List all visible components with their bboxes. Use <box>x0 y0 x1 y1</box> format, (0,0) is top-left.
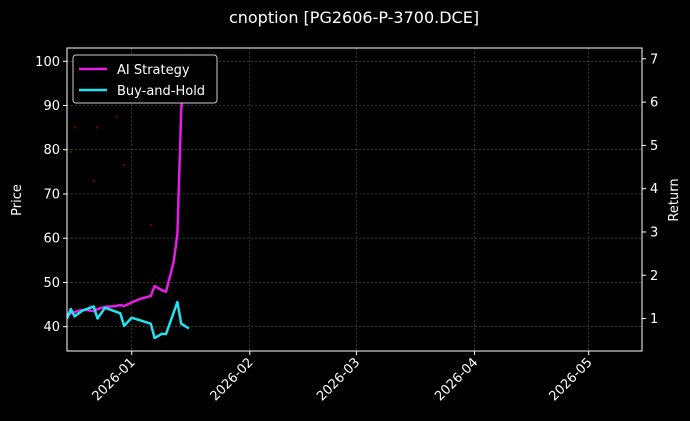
legend: AI Strategy Buy-and-Hold <box>72 54 218 104</box>
legend-box <box>72 54 218 104</box>
y-tick-label: 80 <box>43 143 60 158</box>
y-tick-label: 40 <box>43 320 60 335</box>
price-dot <box>73 126 76 129</box>
y2-axis-label: Return <box>667 178 682 221</box>
price-dot <box>149 223 152 227</box>
y-tick-label: 100 <box>35 55 60 70</box>
plot-frame <box>66 47 643 352</box>
series-line-buy-and-hold <box>67 300 190 340</box>
y2-tick-label: 1 <box>650 312 658 327</box>
y2-tick-label: 2 <box>650 269 658 284</box>
chart-title: cnoption [PG2606-P-3700.DCE] <box>229 8 479 27</box>
y-tick-label: 50 <box>43 276 60 291</box>
y2-tick-label: 7 <box>650 52 658 67</box>
price-dot <box>115 115 118 118</box>
y-axis-label: Price <box>10 184 25 216</box>
y-tick-label: 60 <box>43 232 60 247</box>
y-tick-label: 70 <box>43 187 60 202</box>
grid-layer <box>67 48 642 351</box>
y2-tick-label: 5 <box>650 139 658 154</box>
legend-label-ai-strategy: AI Strategy <box>117 63 190 78</box>
y2-tick-label: 3 <box>650 225 658 240</box>
price-dot <box>96 126 99 129</box>
y2-tick-label: 6 <box>650 96 658 111</box>
price-dot <box>92 179 95 182</box>
y-tick-label: 90 <box>43 99 60 114</box>
y2-tick-label: 4 <box>650 182 658 197</box>
price-dot <box>123 164 126 167</box>
legend-label-buy-and-hold: Buy-and-Hold <box>117 84 205 99</box>
data-layer <box>67 54 190 340</box>
price-dot <box>69 150 72 154</box>
